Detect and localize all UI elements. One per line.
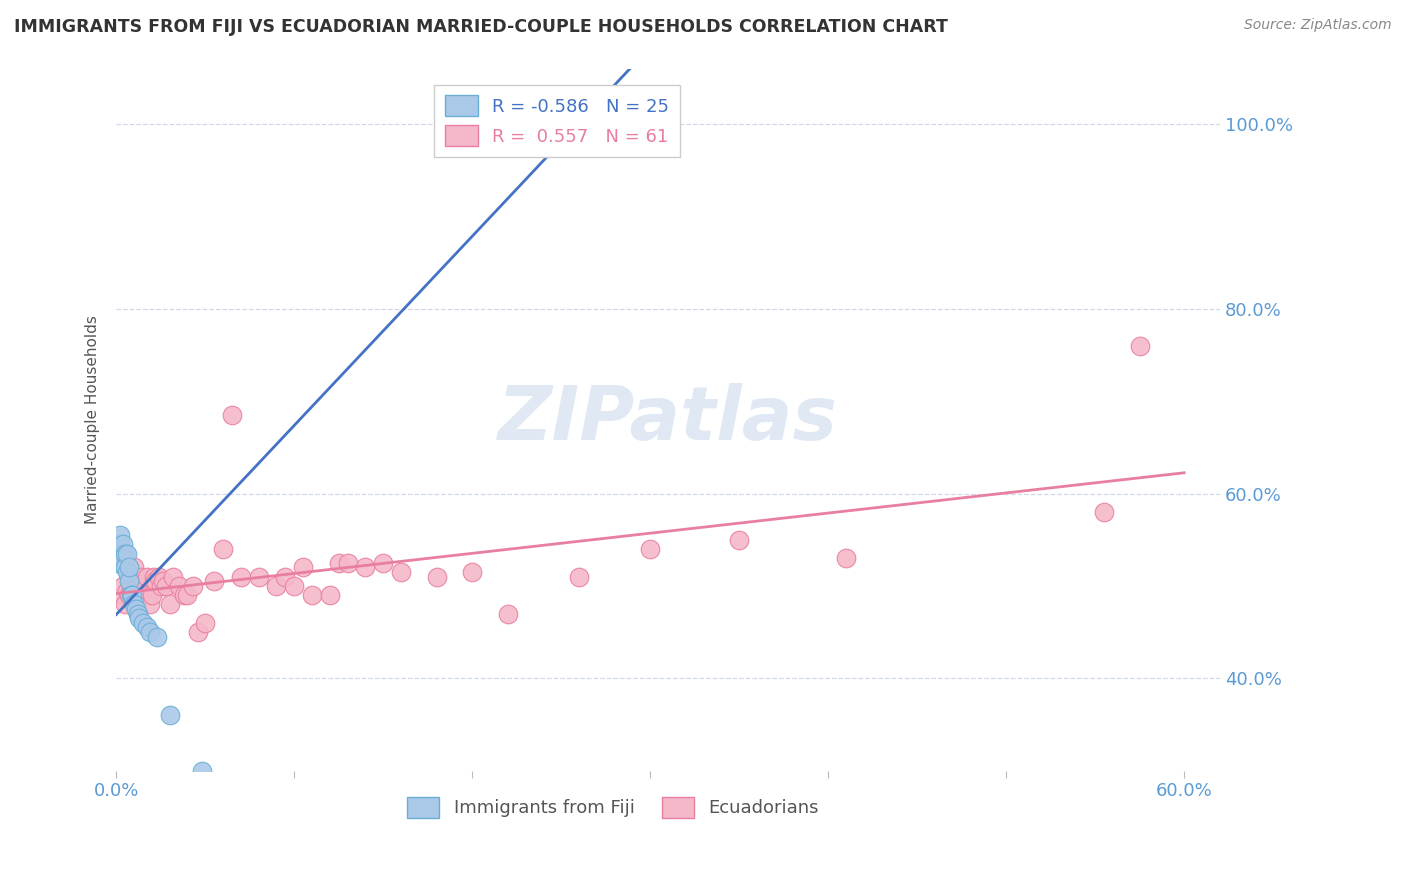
Point — [354, 560, 377, 574]
Point — [728, 533, 751, 547]
Point — [107, 556, 129, 570]
Point — [319, 588, 342, 602]
Point — [181, 579, 204, 593]
Point — [108, 537, 131, 551]
Point — [373, 556, 395, 570]
Point — [496, 607, 519, 621]
Point — [159, 708, 181, 723]
Point — [229, 569, 252, 583]
Point — [292, 560, 315, 574]
Point — [125, 602, 148, 616]
Point — [1129, 339, 1152, 353]
Point — [187, 625, 209, 640]
Point — [159, 598, 181, 612]
Point — [122, 598, 145, 612]
Point — [202, 574, 225, 589]
Point — [118, 574, 141, 589]
Point — [139, 598, 162, 612]
Text: ZIPatlas: ZIPatlas — [498, 383, 838, 456]
Point — [110, 551, 132, 566]
Point — [167, 579, 190, 593]
Point — [129, 569, 152, 583]
Point — [121, 588, 143, 602]
Point — [122, 588, 145, 602]
Point — [121, 579, 143, 593]
Point — [120, 583, 142, 598]
Y-axis label: Married-couple Households: Married-couple Households — [86, 315, 100, 524]
Point — [266, 579, 288, 593]
Point — [146, 630, 169, 644]
Point — [389, 565, 412, 579]
Point — [128, 611, 150, 625]
Point — [148, 569, 170, 583]
Point — [426, 569, 449, 583]
Point — [638, 541, 661, 556]
Point — [118, 569, 141, 583]
Point — [120, 588, 142, 602]
Point — [112, 537, 135, 551]
Point — [115, 547, 138, 561]
Point — [461, 565, 484, 579]
Point — [135, 569, 157, 583]
Point — [139, 625, 162, 640]
Point — [136, 588, 159, 602]
Point — [114, 560, 136, 574]
Text: IMMIGRANTS FROM FIJI VS ECUADORIAN MARRIED-COUPLE HOUSEHOLDS CORRELATION CHART: IMMIGRANTS FROM FIJI VS ECUADORIAN MARRI… — [14, 18, 948, 36]
Point — [127, 588, 149, 602]
Point — [155, 579, 177, 593]
Point — [127, 607, 149, 621]
Point — [568, 569, 591, 583]
Point — [110, 588, 132, 602]
Point — [132, 583, 155, 598]
Point — [132, 615, 155, 630]
Point — [190, 764, 212, 778]
Point — [118, 560, 141, 574]
Point — [835, 551, 858, 566]
Point — [134, 579, 156, 593]
Point — [128, 579, 150, 593]
Point — [129, 588, 152, 602]
Point — [221, 408, 243, 422]
Legend: Immigrants from Fiji, Ecuadorians: Immigrants from Fiji, Ecuadorians — [399, 789, 827, 825]
Point — [115, 560, 138, 574]
Point — [301, 588, 323, 602]
Point — [145, 574, 167, 589]
Point — [1092, 505, 1115, 519]
Point — [141, 588, 163, 602]
Point — [135, 620, 157, 634]
Point — [336, 556, 359, 570]
Point — [142, 569, 165, 583]
Point — [110, 547, 132, 561]
Point — [112, 579, 135, 593]
Point — [108, 528, 131, 542]
Point — [488, 112, 510, 127]
Point — [328, 556, 350, 570]
Point — [194, 615, 217, 630]
Point — [173, 588, 195, 602]
Point — [114, 598, 136, 612]
Point — [114, 547, 136, 561]
Point — [247, 569, 270, 583]
Point — [176, 588, 198, 602]
Point — [118, 588, 141, 602]
Point — [274, 569, 297, 583]
Point — [115, 583, 138, 598]
Point — [122, 560, 145, 574]
Point — [162, 569, 184, 583]
Point — [149, 579, 172, 593]
Point — [115, 565, 138, 579]
Point — [125, 598, 148, 612]
Point — [283, 579, 305, 593]
Point — [152, 574, 174, 589]
Point — [212, 541, 235, 556]
Text: Source: ZipAtlas.com: Source: ZipAtlas.com — [1244, 18, 1392, 32]
